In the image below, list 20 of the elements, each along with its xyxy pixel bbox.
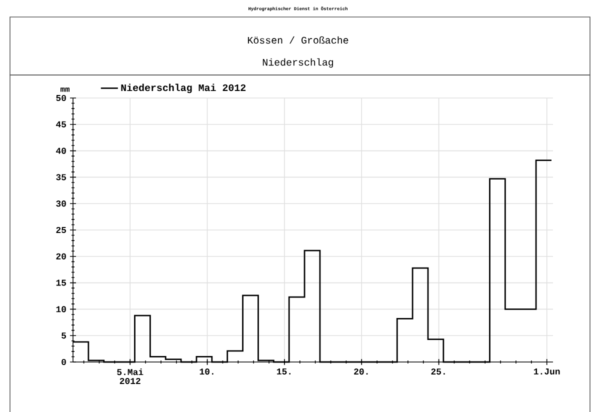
chart-subtitle: Niederschlag (262, 58, 334, 68)
x-tick-label: 25. (431, 368, 445, 375)
y-tick-label: 10 (56, 306, 66, 312)
y-tick-label: 5 (62, 332, 66, 339)
y-tick-label: 40 (56, 148, 66, 154)
y-tick-label: 20 (56, 253, 66, 260)
y-tick-label: 30 (56, 200, 66, 207)
y-tick-label: 25 (56, 226, 66, 234)
x-tick-label: 20. (354, 368, 368, 375)
x-tick-label: 1.Jun (534, 368, 560, 375)
x-tick-label: 5.Mai 2012 (117, 368, 144, 384)
y-tick-label: 45 (56, 121, 66, 128)
y-tick-label: 0 (62, 358, 66, 366)
x-tick-label: 15. (276, 368, 290, 375)
y-tick-label: 35 (56, 174, 66, 180)
y-tick-label: 50 (56, 94, 66, 102)
x-tick-label: 10. (200, 368, 214, 375)
chart-title: Kössen / Großache (248, 36, 348, 44)
legend-label: Niederschlag Mai 2012 (121, 84, 246, 94)
y-tick-label: 15 (56, 280, 66, 286)
